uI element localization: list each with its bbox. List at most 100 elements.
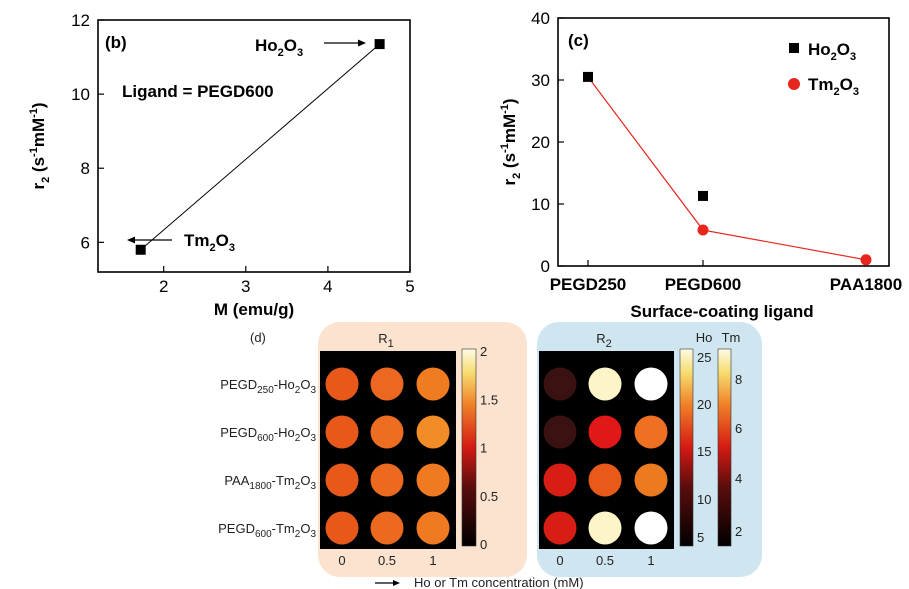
sample-row-label: PAA1800-Tm2O3: [224, 473, 316, 492]
panel-c-ylabel: r2 (s-1mM-1): [499, 98, 523, 185]
r1-sample-cell: [325, 511, 359, 545]
r2-sample-cell: [543, 367, 577, 401]
panel-b-ytick-label: 6: [81, 233, 90, 252]
r2-colorbar-ho-tick: 10: [697, 492, 711, 507]
panel-b-ytick-label: 10: [71, 85, 90, 104]
panel-c-point-tm-pegd600: [697, 224, 709, 236]
r1-column-label: 0: [338, 553, 345, 568]
r2-colorbar-ho-tick: 25: [697, 350, 711, 365]
panel-c: 0 10 20 30 40 PEGD250 PEGD600 PAA1800 (c) Ho2O3…: [499, 9, 902, 321]
r2-colorbar-tm-label: Tm: [722, 330, 741, 345]
panel-b-ho-arrowhead: [358, 39, 366, 47]
panel-b-axes-frame: [97, 19, 411, 273]
r2-sample-cell: [634, 415, 668, 449]
panel-b-point-tm2o3: [135, 244, 146, 255]
panel-c-ytick-label: 30: [531, 71, 550, 90]
r2-colorbar-ho-tick: 15: [697, 444, 711, 459]
r1-colorbar: [461, 348, 477, 547]
panel-c-point-ho-pegd250: [583, 71, 593, 82]
r2-colorbar-ho-label: Ho: [696, 330, 713, 345]
panel-b-tm-arrowhead: [127, 236, 135, 244]
r1-sample-cell: [370, 463, 404, 497]
panel-b-annotation: Ligand = PEGD600: [122, 82, 274, 101]
r1-column-label: 1: [429, 553, 436, 568]
r2-colorbar-tm-tick: 8: [735, 372, 742, 387]
r2-colorbar-ho: [679, 348, 694, 547]
panel-b-xtick-label: 3: [241, 277, 250, 296]
r1-sample-cell: [325, 463, 359, 497]
r2-sample-cell: [543, 463, 577, 497]
panel-c-xtick-label: PEGD600: [665, 275, 742, 294]
r2-column-label: 0: [556, 553, 563, 568]
r1-sample-cell: [370, 367, 404, 401]
legend-marker-tm: [788, 78, 800, 90]
r2-sample-cell: [588, 511, 622, 545]
legend-label-ho: Ho2O3: [808, 40, 856, 63]
r2-colorbar-tm-tick: 4: [735, 471, 742, 486]
panel-b-point-ho2o3: [374, 39, 385, 50]
panel-c-ytick-label: 20: [531, 133, 550, 152]
r1-colorbar-tick: 0.5: [480, 489, 498, 504]
panel-b-ho-label: Ho2O3: [255, 36, 303, 59]
r2-sample-cell: [588, 415, 622, 449]
sample-row-label: PEGD600-Ho2O3: [220, 425, 316, 444]
legend-label-tm: Tm2O3: [808, 75, 859, 98]
r1-sample-cell: [370, 415, 404, 449]
panel-b-ylabel: r2 (s-1mM-1): [28, 102, 52, 189]
panel-c-label: (c): [568, 31, 589, 50]
panel-b-tm-label: Tm2O3: [184, 231, 235, 254]
r1-colorbar-tick: 0: [480, 537, 487, 552]
r1-sample-cell: [370, 511, 404, 545]
r2-sample-cell: [634, 511, 668, 545]
panel-b-trend-line: [140, 43, 380, 251]
panel-c-ytick-label: 40: [531, 9, 550, 28]
panel-c-ytick-label: 0: [541, 257, 550, 276]
r1-sample-cell: [416, 367, 450, 401]
panel-d-xlabel: Ho or Tm concentration (mM): [414, 575, 584, 589]
r2-column-label: 1: [647, 553, 654, 568]
r2-column-label: 0.5: [596, 553, 614, 568]
r2-sample-cell: [634, 367, 668, 401]
panel-b-label: (b): [105, 33, 127, 52]
r2-sample-cell: [634, 463, 668, 497]
panel-b-xtick-label: 4: [323, 277, 332, 296]
sample-row-label: PEGD600-Tm2O3: [218, 521, 316, 540]
panel-c-xtick-label: PEGD250: [550, 275, 627, 294]
concentration-arrowhead: [393, 580, 400, 586]
r1-sample-cell: [416, 415, 450, 449]
panel-b-ytick-label: 12: [71, 11, 90, 30]
panel-c-ytick-label: 10: [531, 195, 550, 214]
r2-sample-cell: [588, 367, 622, 401]
panel-b-xlabel: M (emu/g): [214, 300, 294, 319]
panel-d-label: (d): [250, 330, 266, 345]
panel-b-ytick-label: 8: [81, 159, 90, 178]
panel-b: 2 3 4 5 6 8 10 12 (b) Ligand = PEGD600 Ho2O3 Tm…: [28, 11, 415, 319]
r2-colorbar-ho-tick: 5: [697, 530, 704, 545]
r2-sample-cell: [588, 463, 622, 497]
r1-sample-cell: [325, 415, 359, 449]
r2-colorbar-ho-tick: 20: [697, 397, 711, 412]
r1-sample-cell: [416, 511, 450, 545]
panel-c-series-line-tm: [587, 76, 867, 261]
r1-sample-cell: [416, 463, 450, 497]
r1-column-label: 0.5: [378, 553, 396, 568]
r1-colorbar-tick: 1: [480, 441, 487, 456]
panel-c-point-ho-pegd600: [698, 190, 708, 201]
panel-c-point-tm-paa1800: [860, 254, 872, 266]
r2-colorbar-tm-tick: 6: [735, 421, 742, 436]
sample-row-label: PEGD250-Ho2O3: [220, 377, 316, 396]
r1-colorbar-tick: 2: [480, 344, 487, 359]
r2-sample-cell: [543, 511, 577, 545]
r2-sample-cell: [543, 415, 577, 449]
legend-marker-ho: [789, 43, 799, 53]
r2-colorbar-tm: [717, 348, 732, 547]
r2-colorbar-tm-tick: 2: [735, 524, 742, 539]
panel-b-xtick-label: 2: [159, 277, 168, 296]
panel-c-xlabel: Surface-coating ligand: [630, 302, 813, 321]
r1-colorbar-tick: 1.5: [480, 392, 498, 407]
panel-b-xtick-label: 5: [405, 277, 414, 296]
r1-sample-cell: [325, 367, 359, 401]
panel-c-legend: Ho2O3 Tm2O3: [788, 40, 859, 98]
